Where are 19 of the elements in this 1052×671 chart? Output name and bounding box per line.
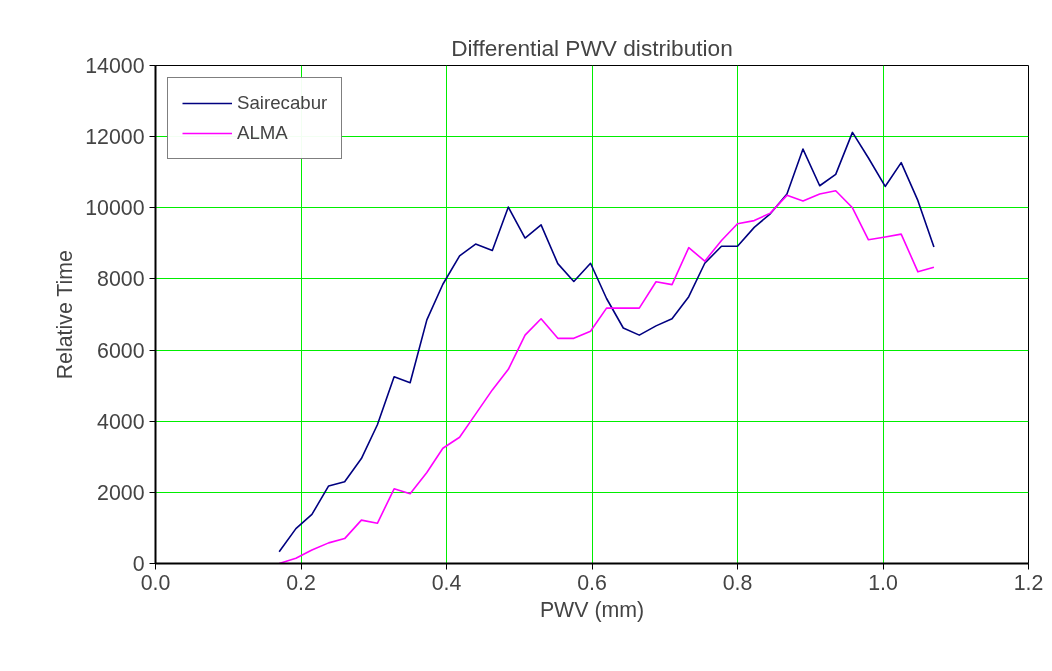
legend-label: Sairecabur xyxy=(237,92,328,114)
y-axis-title: Relative Time xyxy=(53,250,78,380)
x-tick-label: 0.2 xyxy=(286,570,316,595)
line-series xyxy=(278,189,935,564)
y-tick-label: 12000 xyxy=(85,125,145,150)
x-tick-label: 1.0 xyxy=(868,570,898,595)
legend-label: ALMA xyxy=(237,122,288,144)
y-tick-label: 4000 xyxy=(97,409,145,434)
y-tick-label: 10000 xyxy=(85,196,145,221)
x-tick-label: 1.2 xyxy=(1013,570,1044,595)
y-tick-label: 8000 xyxy=(97,267,145,292)
y-tick-label: 6000 xyxy=(97,338,145,363)
y-tick-label: 2000 xyxy=(97,480,145,505)
x-axis-title: PWV (mm) xyxy=(539,597,645,622)
chart-title: Differential PWV distribution xyxy=(451,34,733,61)
x-tick-label: 0.4 xyxy=(431,570,462,595)
x-tick-label: 0.8 xyxy=(722,570,753,595)
x-tick-label: 0.6 xyxy=(577,570,607,595)
y-tick-label: 14000 xyxy=(85,54,145,78)
